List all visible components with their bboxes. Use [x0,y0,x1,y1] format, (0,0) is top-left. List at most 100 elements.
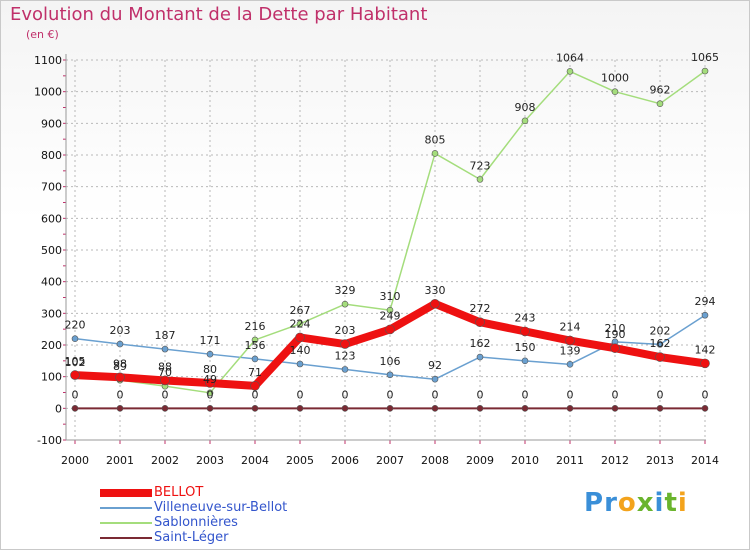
x-tick-label: 2009 [466,454,494,467]
data-label: 805 [425,133,446,146]
logo-letter: i [677,488,688,518]
data-label: 272 [470,302,491,315]
data-label: 329 [335,284,356,297]
legend-swatch [100,522,152,524]
y-tick-label: 900 [41,117,62,130]
data-label: 0 [72,388,79,401]
y-tick-label: 500 [41,244,62,257]
data-label: 0 [387,388,394,401]
data-label: 0 [117,388,124,401]
data-labels: 0 0 0 0 0 0 0 0 0 0 0 0 0 0 0 220 203 187 171 156 140 123 106 9… [65,51,720,401]
data-point [386,371,394,379]
data-point [71,335,79,342]
data-label: 0 [567,388,574,401]
data-point [250,381,260,391]
data-label: 156 [245,339,266,352]
data-label: 210 [605,322,626,335]
y-tick-label: 400 [41,276,62,289]
y-tick-label: 100 [41,371,62,384]
x-tick-label: 2007 [376,454,404,467]
data-label: 0 [612,388,619,401]
data-label: 88 [158,360,172,373]
y-tick-label: 1100 [34,54,62,67]
data-point [611,405,619,412]
y-tick-label: 200 [41,339,62,352]
data-label: 0 [477,388,484,401]
data-label: 1064 [556,51,584,64]
x-tick-label: 2010 [511,454,539,467]
data-point [385,324,395,335]
data-point [206,405,214,412]
y-tick-label: 800 [41,149,62,162]
x-tick-label: 2012 [601,454,629,467]
legend-label: Sablonnières [154,515,238,530]
legend-label: Villeneuve-sur-Bellot [154,500,288,515]
data-label: 80 [203,363,217,376]
data-label: 310 [380,290,401,303]
data-point [655,352,665,362]
data-label: 190 [605,328,626,341]
data-point [476,176,484,183]
data-label: 723 [470,159,491,172]
data-label: 0 [702,388,709,401]
data-point [521,117,529,125]
x-tick-label: 2003 [196,454,224,467]
logo-letter: i [654,488,665,518]
data-point [340,339,350,349]
data-point [521,357,529,365]
data-label: 224 [290,317,311,330]
x-tick-label: 2011 [556,454,584,467]
data-point [206,350,214,358]
data-label: 140 [290,344,311,357]
logo-letter: P [584,488,605,518]
data-point [160,375,170,386]
data-label: 908 [515,101,536,114]
data-label: 150 [515,341,536,354]
data-label: 102 [65,356,86,369]
data-point [565,335,575,346]
data-label: 216 [245,320,266,333]
data-label: 0 [297,388,304,401]
data-label: 162 [650,337,671,350]
logo-letter: o [617,488,637,518]
data-label: 89 [113,360,127,373]
data-point [386,306,394,314]
legend-item: Saint-Léger [100,530,340,546]
data-label: 220 [65,319,86,332]
data-label: 142 [695,343,716,356]
data-label: 294 [695,295,716,308]
data-label: 98 [113,357,127,370]
data-point [296,405,304,412]
legend-swatch [100,507,152,509]
data-point [431,405,439,412]
data-label: 1065 [691,51,719,64]
data-point [566,361,574,368]
data-label: 0 [207,388,214,401]
data-label: 0 [432,388,439,401]
data-label: 139 [560,344,581,357]
x-tick-label: 2002 [151,454,179,467]
y-tick-label: -100 [37,434,62,447]
data-label: 0 [657,388,664,401]
data-point [610,343,620,353]
y-tick-label: 300 [41,307,62,320]
data-point [115,372,125,383]
data-label: 203 [335,324,356,337]
data-label: 70 [158,366,172,379]
data-label: 0 [342,388,349,401]
data-label: 106 [380,355,401,368]
series-lines [70,67,710,412]
x-tick-label: 2005 [286,454,314,467]
data-point [161,345,169,353]
legend-label: Saint-Léger [154,530,229,545]
data-point [431,375,439,383]
data-label: 187 [155,329,176,342]
data-point [476,353,484,361]
data-label: 0 [522,388,529,401]
legend-item: BELLOT [100,485,340,501]
data-point [656,100,664,107]
data-label: 214 [560,321,581,334]
data-point [116,405,124,412]
